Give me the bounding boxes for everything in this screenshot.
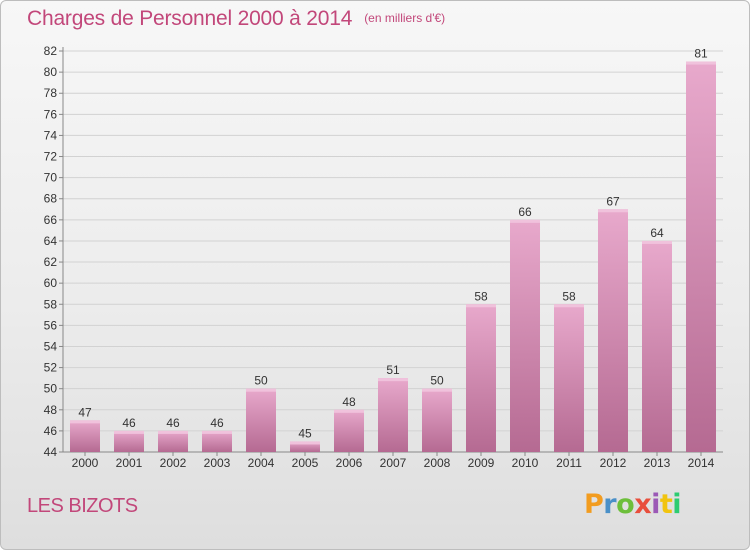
y-tick-label: 62 — [44, 255, 58, 269]
y-tick-label: 72 — [44, 150, 58, 164]
x-tick-label: 2007 — [380, 456, 407, 470]
bar-top — [70, 420, 100, 424]
y-tick-label: 58 — [44, 297, 58, 311]
x-tick-label: 2012 — [600, 456, 627, 470]
bar-top — [114, 430, 144, 434]
bar — [70, 420, 100, 452]
x-tick-label: 2009 — [468, 456, 495, 470]
y-tick-label: 66 — [44, 213, 58, 227]
bar — [202, 430, 232, 452]
data-label: 46 — [210, 416, 224, 430]
chart-title: Charges de Personnel 2000 à 2014 — [27, 7, 353, 30]
bar — [554, 304, 584, 452]
x-tick-label: 2002 — [160, 456, 187, 470]
x-tick-label: 2013 — [644, 456, 671, 470]
x-tick-label: 2004 — [248, 456, 275, 470]
data-label: 51 — [386, 363, 400, 377]
x-tick-label: 2001 — [116, 456, 143, 470]
data-label: 45 — [298, 426, 312, 440]
y-tick-label: 44 — [44, 445, 58, 459]
chart-subtitle: (en milliers d'€) — [364, 11, 446, 25]
y-tick-label: 78 — [44, 86, 58, 100]
logo-letter: P — [584, 489, 604, 520]
y-tick-label: 50 — [44, 382, 58, 396]
bar-top — [686, 61, 716, 65]
bar — [158, 430, 188, 452]
x-tick-label: 2005 — [292, 456, 319, 470]
data-label: 50 — [254, 374, 268, 388]
logo-letter: x — [634, 489, 652, 520]
bar — [642, 240, 672, 452]
x-tick-label: 2011 — [556, 456, 582, 470]
bar-top — [642, 240, 672, 244]
bar-top — [158, 430, 188, 434]
data-label: 66 — [518, 205, 532, 219]
data-label: 64 — [650, 226, 664, 240]
y-tick-label: 82 — [44, 44, 58, 58]
x-tick-label: 2006 — [336, 456, 363, 470]
logo-letter: i — [672, 489, 682, 520]
data-label: 46 — [166, 416, 180, 430]
bar-top — [598, 209, 628, 213]
bar-top — [290, 441, 320, 445]
bar — [114, 430, 144, 452]
x-tick-label: 2003 — [204, 456, 231, 470]
proxiti-logo: Proxiti — [584, 489, 682, 520]
y-tick-label: 74 — [44, 128, 58, 142]
x-tick-label: 2000 — [72, 456, 99, 470]
bar-top — [510, 219, 540, 223]
y-tick-label: 48 — [44, 403, 58, 417]
bar-top — [246, 388, 276, 392]
y-tick-label: 80 — [44, 65, 58, 79]
y-tick-label: 64 — [44, 234, 58, 248]
bar — [422, 388, 452, 452]
bar-top — [554, 304, 584, 308]
y-tick-label: 52 — [44, 361, 58, 375]
bar-top — [466, 304, 496, 308]
logo-letter: o — [616, 489, 635, 520]
data-label: 50 — [430, 374, 444, 388]
bar-top — [378, 378, 408, 382]
y-tick-label: 56 — [44, 318, 58, 332]
y-tick-label: 54 — [44, 339, 58, 353]
bar-top — [202, 430, 232, 434]
bar — [290, 441, 320, 452]
y-tick-label: 76 — [44, 107, 58, 121]
bar — [378, 378, 408, 452]
data-label: 47 — [78, 405, 92, 419]
bar — [246, 388, 276, 452]
data-label: 48 — [342, 395, 356, 409]
data-label: 67 — [606, 194, 620, 208]
y-tick-label: 46 — [44, 424, 58, 438]
y-tick-label: 60 — [44, 276, 58, 290]
bar — [598, 209, 628, 452]
y-tick-label: 68 — [44, 192, 58, 206]
bar — [686, 61, 716, 452]
y-tick-label: 70 — [44, 171, 58, 185]
logo-letter: t — [659, 489, 673, 520]
bar-top — [422, 388, 452, 392]
logo-letter: i — [651, 489, 660, 520]
bar — [510, 219, 540, 452]
city-name: LES BIZOTS — [27, 495, 138, 517]
bar — [466, 304, 496, 452]
data-label: 46 — [122, 416, 136, 430]
data-label: 81 — [694, 47, 708, 61]
x-tick-label: 2010 — [512, 456, 539, 470]
data-label: 58 — [562, 289, 576, 303]
bar-top — [334, 409, 364, 413]
logo-letter: r — [603, 489, 617, 520]
x-tick-label: 2014 — [688, 456, 715, 470]
bar — [334, 409, 364, 452]
x-tick-label: 2008 — [424, 456, 451, 470]
data-label: 58 — [474, 289, 488, 303]
title-row: Charges de Personnel 2000 à 2014 (en mill… — [27, 7, 445, 31]
